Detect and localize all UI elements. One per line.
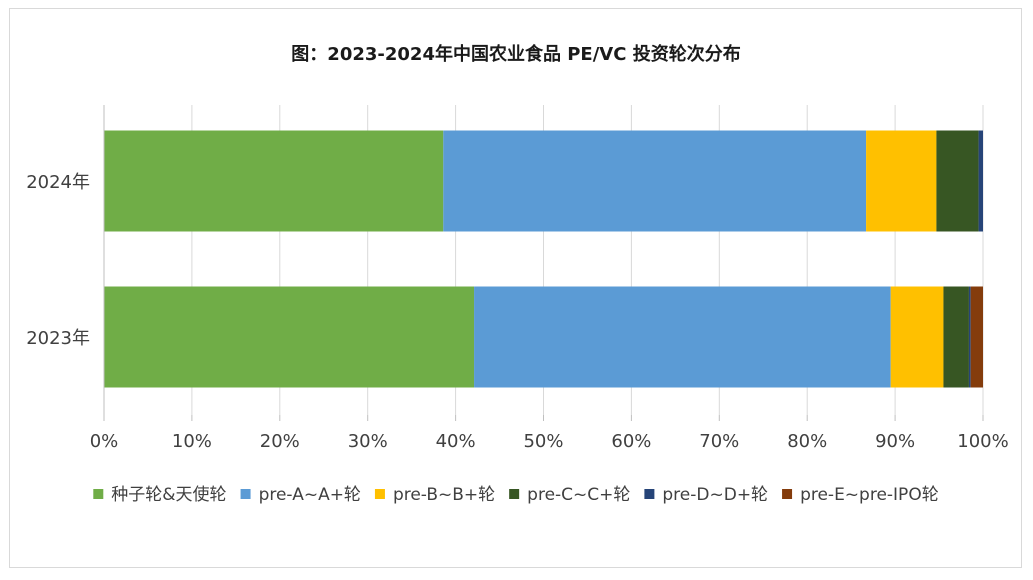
x-tick-label: 70% [699,431,739,452]
bar-segment [978,130,983,232]
legend-label: 种子轮&天使轮 [111,484,226,505]
bar-segment [104,286,475,388]
x-tick-label: 20% [260,431,300,452]
legend: 种子轮&天使轮 pre-A~A+轮 pre-B~B+轮 pre-C~C+轮 pre-D~… [93,484,939,505]
bar-segment [443,130,867,232]
x-tick-label: 0% [90,431,119,452]
x-tick-label: 90% [875,431,915,452]
x-axis: 0% 10% 20% 30% 40% 50% 60% 70% 80% 90% 100% [90,105,1009,452]
bar-segment [104,130,444,232]
legend-swatch [509,489,520,499]
bar-segment [936,130,979,232]
x-tick-label: 40% [436,431,476,452]
legend-item: pre-A~A+轮 [240,485,361,505]
legend-swatch [782,489,793,499]
chart-title: 图：2023-2024年中国农业食品 PE/VC 投资轮次分布 [291,43,740,65]
bar-segment [968,286,971,388]
legend-swatch [93,489,104,499]
legend-item: pre-C~C+轮 [509,485,630,505]
legend-swatch [240,489,251,499]
x-tick-label: 30% [348,431,388,452]
bar-segment [970,286,983,388]
y-category-label: 2023年 [26,328,90,349]
x-tick-label: 100% [957,431,1008,452]
legend-item: pre-D~D+轮 [644,485,768,505]
bar-segment [474,286,891,388]
legend-label: pre-A~A+轮 [259,485,361,505]
bar-segment [866,130,937,232]
legend-label: pre-E~pre-IPO轮 [800,485,939,505]
y-axis-categories: 2024年 2023年 [26,172,90,349]
legend-label: pre-B~B+轮 [393,485,495,505]
legend-label: pre-D~D+轮 [662,485,768,505]
x-tick-label: 80% [787,431,827,452]
legend-item: pre-E~pre-IPO轮 [782,485,939,505]
legend-item: pre-B~B+轮 [374,485,495,505]
legend-swatch [644,489,655,499]
legend-label: pre-C~C+轮 [527,485,630,505]
legend-swatch [374,489,385,499]
bars [104,130,983,388]
y-category-label: 2024年 [26,172,90,193]
bar-segment [890,286,944,388]
bar-segment [943,286,969,388]
x-tick-label: 10% [172,431,212,452]
legend-item: 种子轮&天使轮 [93,484,227,505]
x-tick-label: 60% [611,431,651,452]
x-tick-label: 50% [523,431,563,452]
